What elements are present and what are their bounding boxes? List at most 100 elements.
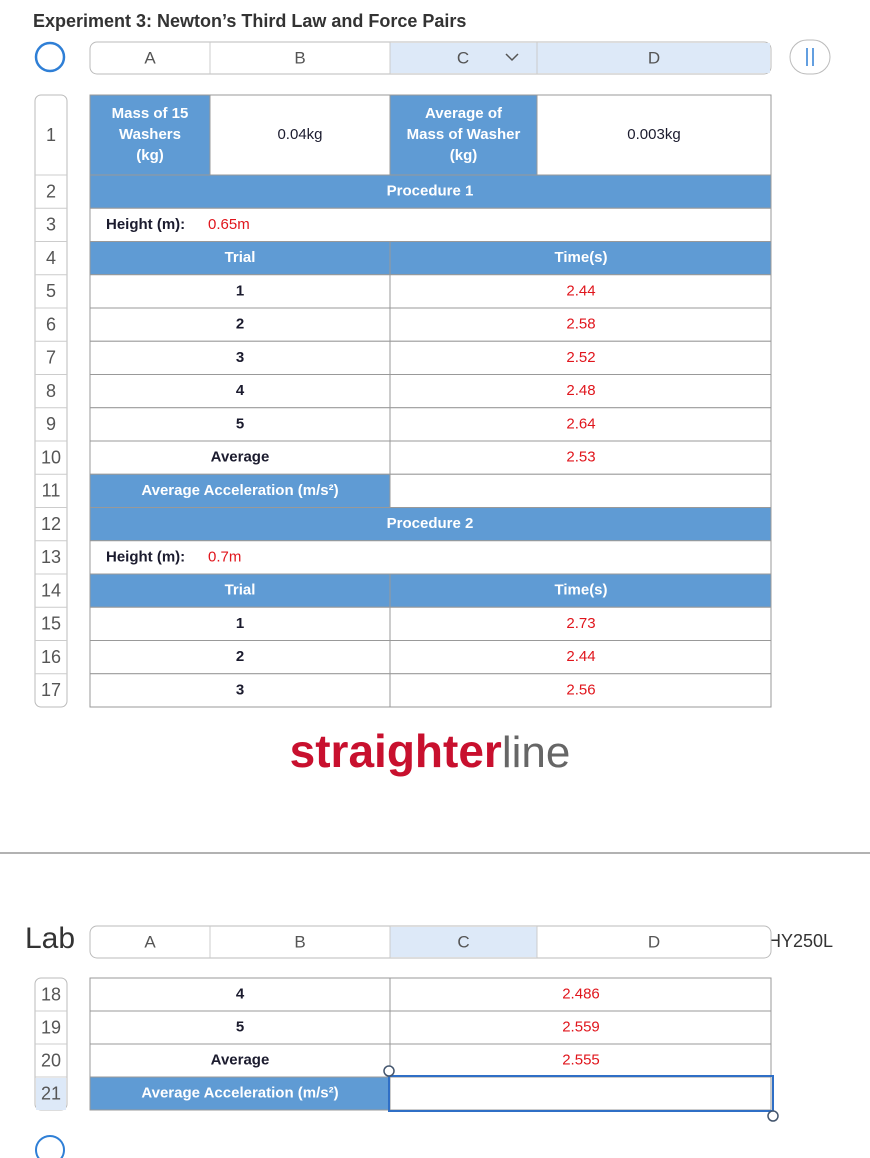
cell-text: Time(s) [554,249,607,266]
column-header[interactable]: B [294,48,305,67]
cell [389,274,772,309]
cell-text: 0.003kg [627,126,680,143]
column-header[interactable]: D [648,48,660,67]
cell [89,274,391,309]
row-gutter [34,94,68,708]
row-number[interactable]: 16 [41,647,61,667]
cell [209,94,391,176]
cell-text: Trial [225,582,256,599]
row-number[interactable]: 10 [41,447,61,467]
cell [536,94,772,176]
column-header[interactable]: C [457,932,469,951]
cell [89,977,391,1012]
lab-fragment: Lab [25,922,75,955]
cell-text: 3 [236,681,244,698]
cell [89,507,772,542]
row-number[interactable]: 2 [46,181,56,201]
course-fragment: HY250L [768,931,833,951]
cell [89,1010,391,1045]
cell [389,673,772,708]
column-header[interactable]: B [294,932,305,951]
row-number[interactable]: 18 [41,984,61,1004]
cell-text: Trial [225,249,256,266]
row-number[interactable]: 9 [46,414,56,434]
row-number[interactable]: 20 [41,1050,61,1070]
row-number[interactable]: 1 [46,125,56,145]
row-number[interactable]: 13 [41,547,61,567]
cell-text: 2.486 [562,985,600,1002]
cell-text: Mass of 15 [112,105,189,122]
cell-text: 2.44 [566,282,595,299]
column-header[interactable]: C [457,48,469,67]
column-header[interactable]: A [144,932,156,951]
cell-text: 2.559 [562,1018,600,1035]
logo: straighterline [290,725,571,777]
row-number[interactable]: 7 [46,348,56,368]
cell [389,440,772,475]
cell-text: 3 [236,349,244,366]
logo-part: straighter [290,725,502,777]
column-header[interactable]: A [144,48,156,67]
row-number[interactable]: 6 [46,314,56,334]
cell-text: 2.73 [566,615,595,632]
select-all[interactable] [34,41,66,73]
cell [389,977,772,1012]
cell [389,473,772,508]
cell-selection [388,1075,774,1112]
logo-part: line [502,728,571,777]
cell [389,1043,772,1078]
cell-text: 2.53 [566,449,595,466]
row-number[interactable]: 8 [46,381,56,401]
row-number[interactable]: 19 [41,1017,61,1037]
cell [389,340,772,375]
cell [89,174,772,209]
cell [89,540,772,575]
column-header[interactable]: D [648,932,660,951]
row-number[interactable]: 4 [46,248,56,268]
row-number[interactable]: 21 [41,1083,61,1103]
row-number[interactable]: 15 [41,614,61,634]
cell [89,440,391,475]
row-number[interactable]: 11 [42,481,61,501]
cell [389,241,772,276]
column-header-highlight [390,43,770,73]
row-number[interactable]: 14 [41,580,61,600]
cell [89,241,391,276]
pause-button[interactable] [789,39,831,75]
row-number[interactable]: 3 [46,215,56,235]
title: Experiment 3: Newton’s Third Law and For… [33,11,466,31]
cell-text: Mass of Washer [407,126,521,143]
row-number[interactable]: 17 [41,680,61,700]
cell [89,606,391,641]
cell [389,1076,772,1111]
cell-text: Height (m): [106,548,185,565]
cell-text: 2.555 [562,1051,600,1068]
cell [89,673,391,708]
cell-text: Average Acceleration (m/s²) [141,1084,338,1101]
column-header-highlight [390,927,537,957]
cell-text: 2 [236,648,244,665]
cell [89,307,391,342]
selection-handle[interactable] [383,1065,395,1077]
cell-text: Average [211,1051,270,1068]
cell-text: 5 [236,415,244,432]
row-number[interactable]: 5 [46,281,56,301]
cell [389,1010,772,1045]
column-menu[interactable] [505,53,519,62]
cell-text: Time(s) [554,582,607,599]
cell-text: Procedure 1 [387,183,474,200]
cell [89,473,391,508]
cell [389,606,772,641]
row-handle[interactable] [35,1135,65,1158]
row-number[interactable]: 12 [41,514,61,534]
cell [89,407,391,442]
cell-text: 1 [236,282,244,299]
cell-text: Height (m): [106,216,185,233]
cell-text: 0.04kg [277,126,322,143]
cell [89,340,391,375]
selection-handle[interactable] [767,1110,779,1122]
cell [89,374,391,409]
cell-text: Average Acceleration (m/s²) [141,482,338,499]
